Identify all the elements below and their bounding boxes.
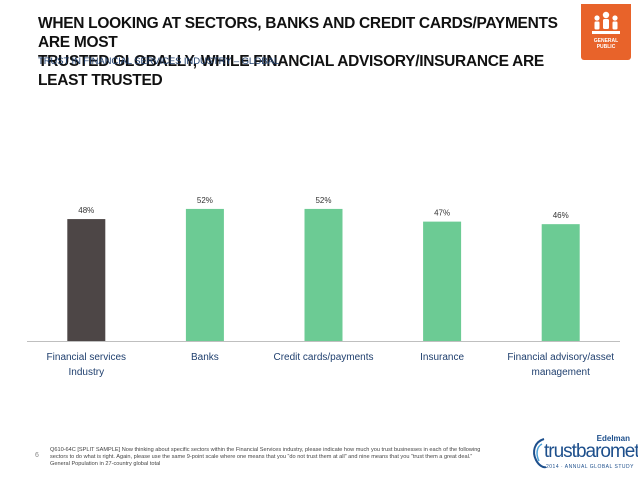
badge-label: GENERAL PUBLIC xyxy=(581,38,631,50)
edelman-trustbarometer-logo: Edelman trustbarometer 2014 · ANNUAL GLO… xyxy=(530,434,638,474)
badge-label-line-1: GENERAL xyxy=(593,38,619,44)
footnote: Q610-64C [SPLIT SAMPLE] Now thinking abo… xyxy=(50,447,530,467)
title-line-2: TRUSTED GLOBALLY, WHILE FINANCIAL ADVISO… xyxy=(38,53,544,89)
footnote-line-3: General Population in 27-country global … xyxy=(50,460,161,467)
bar-0 xyxy=(67,219,106,341)
people-group-icon xyxy=(592,11,620,34)
footnote-line-2: sectors to do what is right. Again, plea… xyxy=(50,453,473,460)
category-label-0-line-1: Industry xyxy=(69,367,105,378)
page-title: WHEN LOOKING AT SECTORS, BANKS AND CREDI… xyxy=(38,14,558,90)
data-label-2: 52% xyxy=(315,196,331,205)
chart-subtitle: TRUST IN FINANCIAL SERVICES INDUSTRY – G… xyxy=(38,56,279,67)
badge-label-line-2: PUBLIC xyxy=(596,44,616,50)
brand-subtitle: 2014 · ANNUAL GLOBAL STUDY xyxy=(546,464,634,470)
category-label-4-line-0: Financial advisory/asset xyxy=(507,352,614,363)
title-line-1: WHEN LOOKING AT SECTORS, BANKS AND CREDI… xyxy=(38,15,558,51)
page-number: 6 xyxy=(35,452,39,459)
brand-name: trustbarometer xyxy=(544,441,638,462)
footnote-line-1: Q610-64C [SPLIT SAMPLE] Now thinking abo… xyxy=(50,447,481,453)
data-label-4: 46% xyxy=(553,211,569,220)
general-public-badge: GENERAL PUBLIC xyxy=(581,4,631,60)
category-label-4-line-1: management xyxy=(532,367,591,378)
category-label-1-line-0: Banks xyxy=(191,352,219,363)
swirl-icon xyxy=(533,438,547,469)
data-label-1: 52% xyxy=(197,196,213,205)
bar-4 xyxy=(541,224,580,341)
bar-3 xyxy=(423,221,462,341)
category-label-0-line-0: Financial services xyxy=(47,352,126,363)
brand-company: Edelman xyxy=(596,434,630,443)
data-label-3: 47% xyxy=(434,209,450,218)
bar-2 xyxy=(304,208,343,341)
data-label-0: 48% xyxy=(78,206,94,215)
category-label-2-line-0: Credit cards/payments xyxy=(273,352,373,363)
category-label-3-line-0: Insurance xyxy=(420,352,464,363)
bar-1 xyxy=(185,208,224,341)
